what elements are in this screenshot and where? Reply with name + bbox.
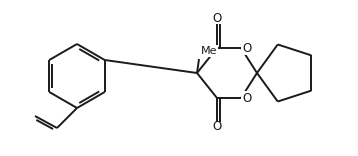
Text: O: O	[242, 41, 251, 54]
Text: O: O	[212, 120, 222, 134]
Text: O: O	[242, 92, 251, 105]
Text: O: O	[212, 12, 222, 25]
Text: Me: Me	[201, 46, 218, 56]
